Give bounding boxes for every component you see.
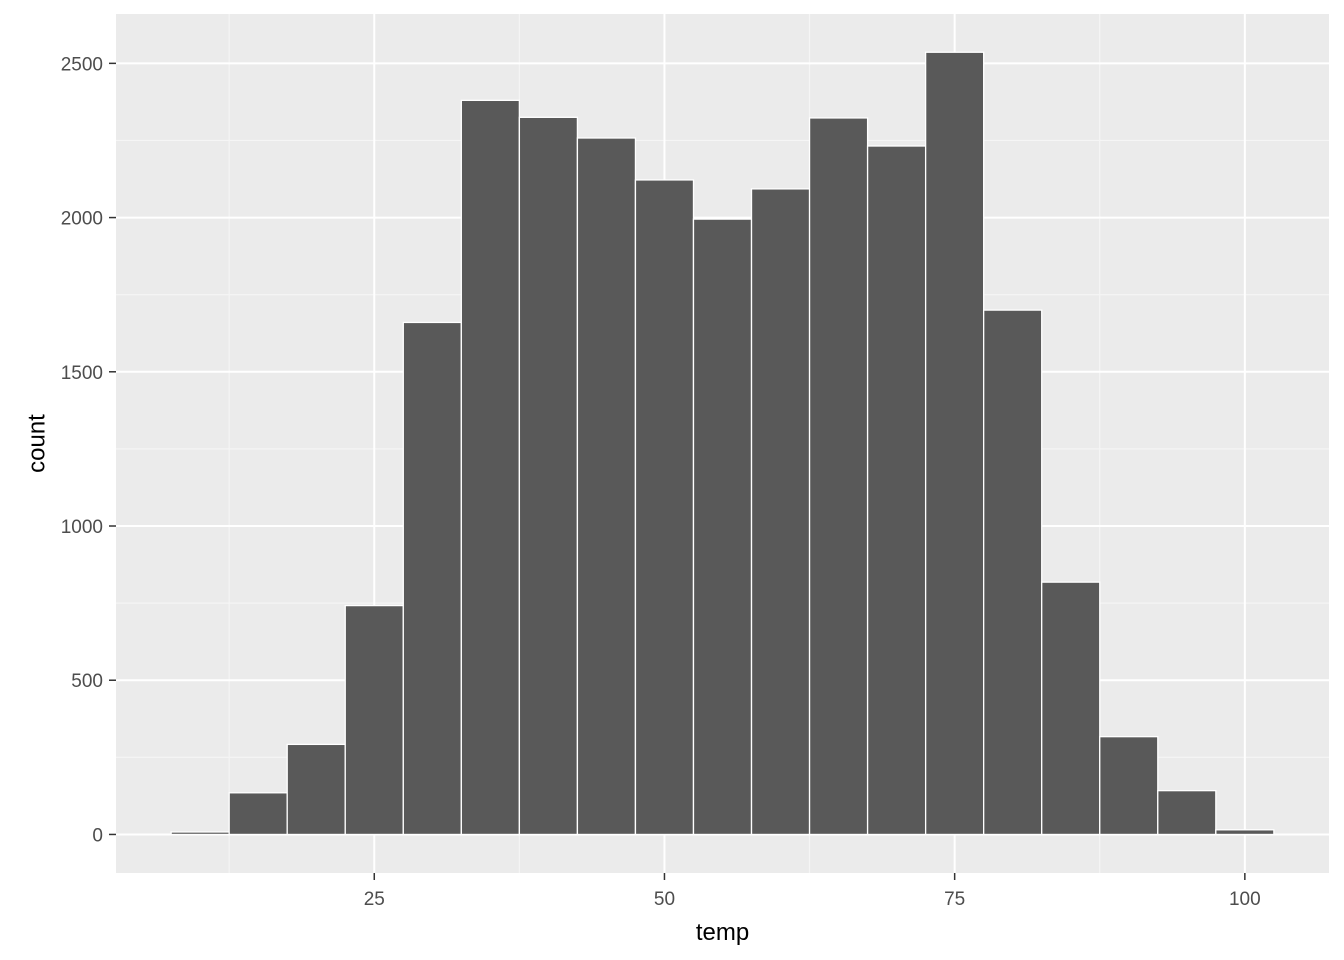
histogram-bar bbox=[1215, 829, 1275, 836]
histogram-bar bbox=[1041, 581, 1101, 836]
y-tick-label: 0 bbox=[92, 825, 103, 846]
histogram-bar bbox=[808, 117, 869, 836]
x-tick-label: 50 bbox=[654, 889, 675, 910]
x-tick-label: 100 bbox=[1229, 889, 1261, 910]
x-axis-title: temp bbox=[696, 919, 749, 946]
y-axis-title: count bbox=[23, 414, 50, 473]
histogram-bar bbox=[983, 309, 1043, 836]
y-tick-label: 1000 bbox=[61, 517, 103, 538]
y-tick-label: 2500 bbox=[61, 54, 103, 75]
histogram-bar bbox=[1099, 736, 1159, 836]
histogram-bar bbox=[286, 743, 346, 836]
histogram-bar bbox=[634, 179, 695, 836]
x-tick-label: 75 bbox=[944, 889, 965, 910]
histogram-bar bbox=[866, 145, 927, 836]
y-tick-label: 500 bbox=[71, 671, 103, 692]
histogram-bar bbox=[924, 51, 985, 836]
x-tick-label: 25 bbox=[364, 889, 385, 910]
histogram-bar bbox=[750, 188, 811, 836]
y-axis: 0 500 1000 1500 2000 2500 bbox=[61, 54, 116, 846]
histogram-bar bbox=[402, 321, 462, 836]
histogram-bar bbox=[460, 99, 521, 836]
histogram-bar bbox=[518, 116, 579, 836]
y-tick-label: 1500 bbox=[61, 363, 103, 384]
histogram-bar bbox=[228, 792, 288, 836]
histogram-bar bbox=[576, 137, 637, 836]
y-tick-label: 2000 bbox=[61, 209, 103, 230]
histogram-bar bbox=[170, 831, 230, 836]
histogram-bar bbox=[1157, 789, 1217, 836]
histogram-bars bbox=[170, 51, 1275, 836]
histogram-bar bbox=[344, 604, 404, 836]
x-axis: 25 50 75 100 bbox=[364, 873, 1261, 910]
histogram-bar bbox=[692, 218, 753, 836]
